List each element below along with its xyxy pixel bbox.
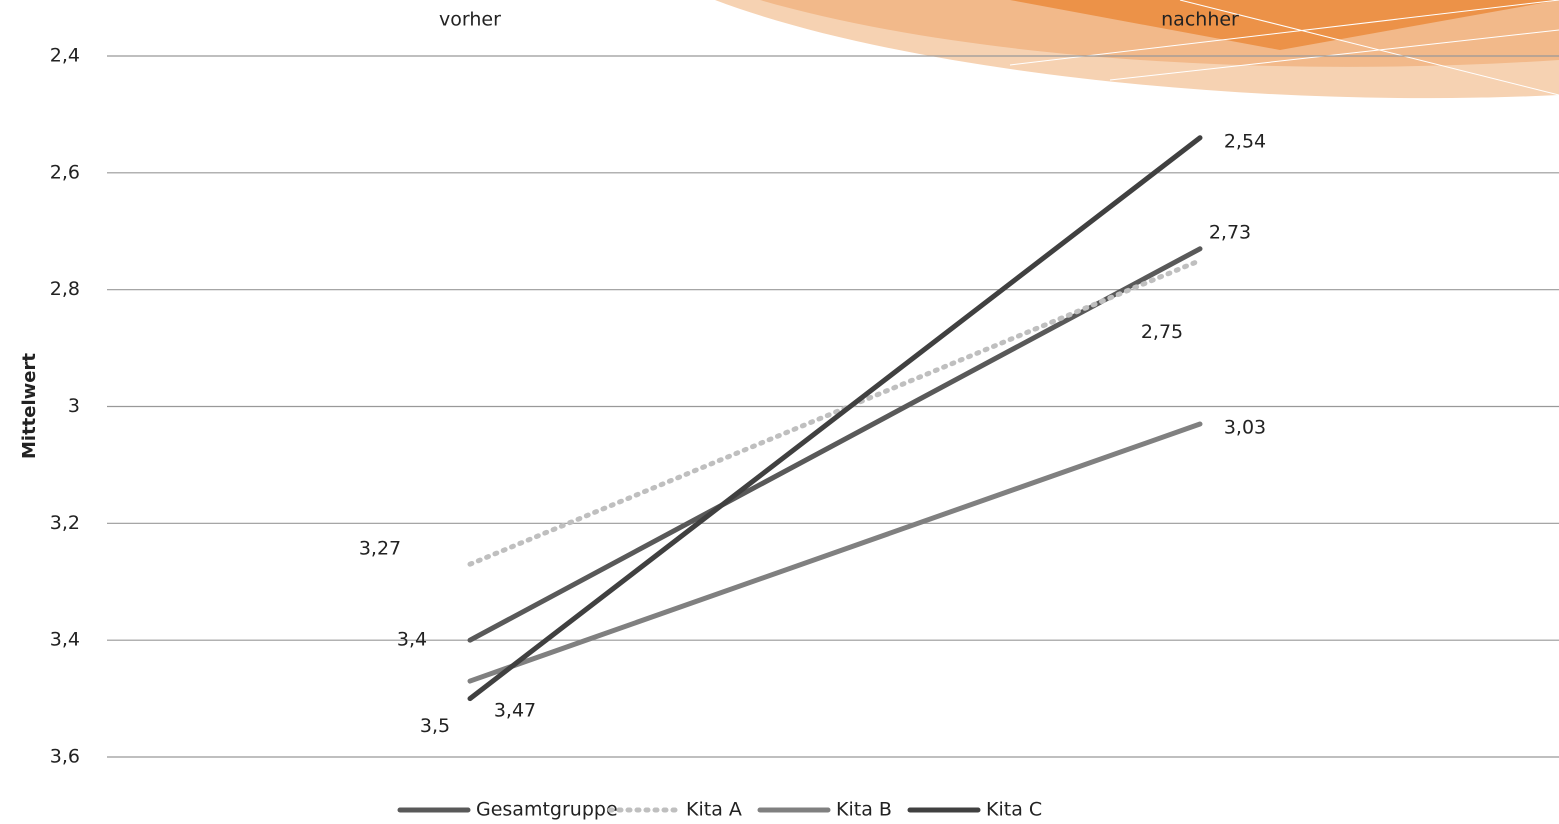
y-axis-label: Mittelwert	[19, 353, 40, 459]
data-label: 3,4	[397, 629, 427, 651]
data-label: 3,47	[494, 700, 536, 722]
data-label: 2,75	[1141, 321, 1183, 343]
legend-label: Kita C	[986, 799, 1042, 821]
data-label: 3,03	[1224, 417, 1266, 439]
y-tick-label: 3,4	[50, 629, 80, 651]
series-line	[470, 424, 1200, 681]
data-label: 2,54	[1224, 130, 1266, 152]
y-tick-label: 2,6	[50, 161, 80, 183]
x-tick-label: vorher	[439, 9, 501, 31]
data-label: 3,5	[420, 715, 450, 737]
legend-label: Kita A	[686, 799, 742, 821]
legend-label: Gesamtgruppe	[476, 799, 618, 821]
legend-label: Kita B	[836, 799, 892, 821]
y-tick-label: 2,8	[50, 278, 80, 300]
series-line	[470, 249, 1200, 640]
y-tick-label: 3	[68, 395, 80, 417]
chart: Mittelwert 2,4 2,6 2,8 3 3,2 3,4 3,6 vorher nach…	[0, 0, 1559, 824]
y-tick-label: 3,6	[50, 746, 80, 768]
x-tick-label: nachher	[1161, 9, 1239, 31]
y-tick-label: 2,4	[50, 45, 80, 67]
data-label: 2,73	[1209, 221, 1251, 243]
series-line	[470, 138, 1200, 699]
data-label: 3,27	[359, 538, 401, 560]
y-tick-label: 3,2	[50, 512, 80, 534]
decoration	[715, 0, 1559, 98]
